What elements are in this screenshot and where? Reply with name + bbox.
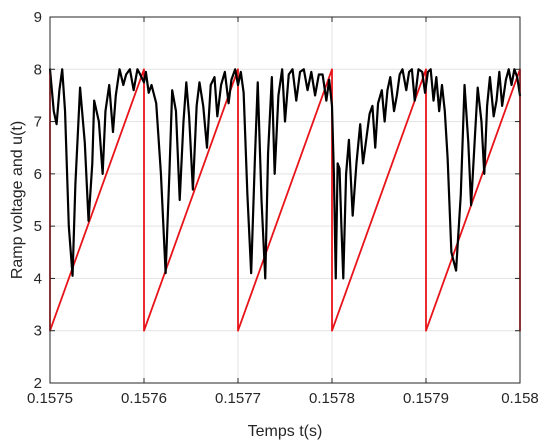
x-tick-label: 0.1577 — [215, 390, 261, 407]
y-tick-label: 2 — [34, 375, 42, 392]
y-tick-label: 7 — [34, 114, 42, 131]
x-tick-label: 0.158 — [501, 390, 539, 407]
plot-area — [48, 68, 522, 332]
x-axis-label: Temps t(s) — [248, 423, 323, 440]
y-tick-label: 9 — [34, 9, 42, 26]
series-line-ramp — [49, 68, 521, 332]
x-tick-label: 0.1575 — [27, 390, 73, 407]
y-tick-label: 8 — [34, 61, 42, 78]
y-tick-label: 4 — [34, 270, 42, 287]
y-axis-label: Ramp voltage and u(t) — [9, 121, 26, 279]
x-tick-label: 0.1578 — [309, 390, 355, 407]
axes-box — [49, 16, 521, 384]
y-tick-label: 6 — [34, 166, 42, 183]
x-tick-label: 0.1576 — [121, 390, 167, 407]
axis-ticks: 0.1575 0.1576 0.1577 0.1578 0.1579 0.158 2 3 4 5 6… — [27, 9, 539, 407]
y-tick-label: 5 — [34, 218, 42, 235]
x-tick-label: 0.1579 — [403, 390, 449, 407]
series-line-u — [48, 68, 522, 280]
y-tick-label: 3 — [34, 323, 42, 340]
